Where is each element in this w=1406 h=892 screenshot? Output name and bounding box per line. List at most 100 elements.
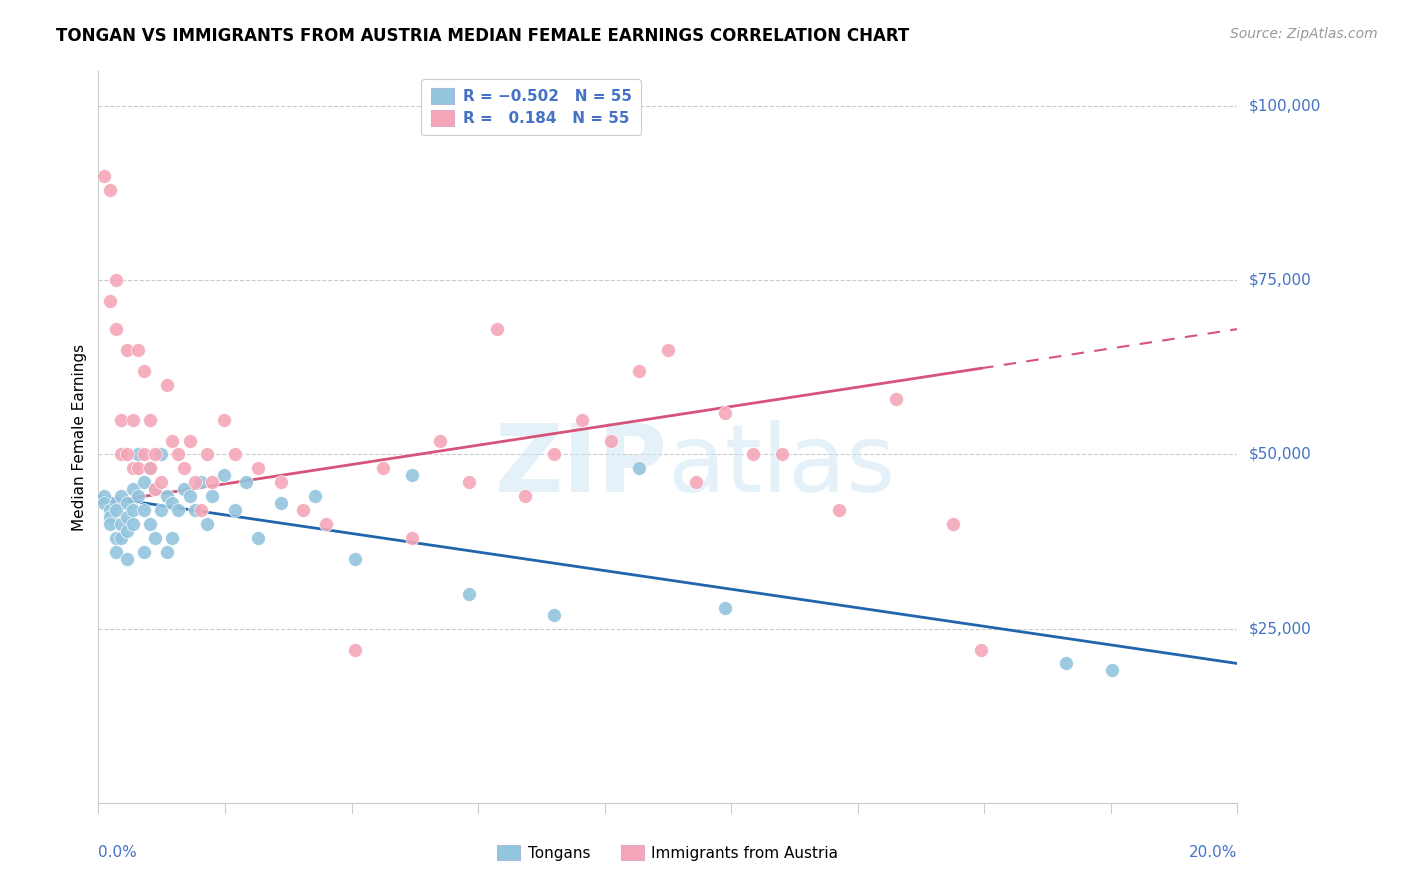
Point: [132, 545, 155, 559]
Point: [110, 412, 132, 426]
Point: [401, 531, 423, 545]
Point: [292, 503, 315, 517]
Point: [457, 475, 479, 490]
Point: [173, 483, 195, 497]
Y-axis label: Median Female Earnings: Median Female Earnings: [72, 343, 87, 531]
Point: [121, 503, 143, 517]
Text: $100,000: $100,000: [1249, 99, 1320, 113]
Point: [235, 475, 257, 490]
Point: [212, 468, 235, 483]
Point: [304, 489, 326, 503]
Text: $75,000: $75,000: [1249, 273, 1312, 288]
Point: [195, 517, 218, 532]
Point: [145, 531, 167, 545]
Point: [970, 642, 993, 657]
Point: [173, 461, 195, 475]
Point: [98, 517, 121, 532]
Point: [184, 503, 207, 517]
Point: [714, 600, 737, 615]
Point: [270, 475, 292, 490]
Legend: R = −0.502   N = 55, R =   0.184   N = 55: R = −0.502 N = 55, R = 0.184 N = 55: [422, 79, 641, 136]
Point: [127, 461, 149, 475]
Point: [190, 475, 212, 490]
Point: [543, 607, 565, 622]
Text: atlas: atlas: [668, 420, 896, 512]
Point: [884, 392, 907, 406]
Point: [145, 448, 167, 462]
Point: [600, 434, 623, 448]
Text: $25,000: $25,000: [1249, 621, 1312, 636]
Point: [145, 483, 167, 497]
Text: 20.0%: 20.0%: [1189, 845, 1237, 860]
Point: [315, 517, 337, 532]
Point: [685, 475, 707, 490]
Text: TONGAN VS IMMIGRANTS FROM AUSTRIA MEDIAN FEMALE EARNINGS CORRELATION CHART: TONGAN VS IMMIGRANTS FROM AUSTRIA MEDIAN…: [56, 27, 910, 45]
Point: [93, 489, 115, 503]
Point: [121, 412, 143, 426]
Point: [167, 503, 190, 517]
Point: [104, 531, 127, 545]
Point: [179, 434, 201, 448]
Point: [343, 642, 366, 657]
Point: [457, 587, 479, 601]
Point: [942, 517, 965, 532]
Point: [150, 448, 173, 462]
Point: [132, 364, 155, 378]
Point: [138, 461, 160, 475]
Point: [515, 489, 537, 503]
Point: [138, 412, 160, 426]
Point: [224, 448, 246, 462]
Point: [179, 489, 201, 503]
Point: [115, 510, 138, 524]
Text: 0.0%: 0.0%: [98, 845, 138, 860]
Point: [162, 496, 184, 510]
Point: [115, 552, 138, 566]
Point: [270, 496, 292, 510]
Point: [150, 475, 173, 490]
Point: [127, 343, 149, 357]
Point: [110, 517, 132, 532]
Point: [401, 468, 423, 483]
Point: [201, 489, 224, 503]
Point: [121, 461, 143, 475]
Point: [184, 475, 207, 490]
Point: [628, 364, 651, 378]
Point: [145, 483, 167, 497]
Text: ZIP: ZIP: [495, 420, 668, 512]
Point: [115, 343, 138, 357]
Point: [1101, 664, 1123, 678]
Point: [486, 322, 509, 336]
Point: [162, 434, 184, 448]
Point: [121, 517, 143, 532]
Point: [212, 412, 235, 426]
Point: [770, 448, 793, 462]
Point: [104, 503, 127, 517]
Text: $50,000: $50,000: [1249, 447, 1312, 462]
Point: [190, 503, 212, 517]
Point: [115, 496, 138, 510]
Point: [373, 461, 395, 475]
Point: [628, 461, 651, 475]
Point: [138, 517, 160, 532]
Point: [742, 448, 765, 462]
Point: [110, 489, 132, 503]
Point: [104, 322, 127, 336]
Point: [98, 183, 121, 197]
Point: [246, 461, 269, 475]
Point: [162, 531, 184, 545]
Point: [104, 496, 127, 510]
Point: [201, 475, 224, 490]
Point: [714, 406, 737, 420]
Point: [132, 448, 155, 462]
Point: [121, 483, 143, 497]
Point: [167, 448, 190, 462]
Point: [571, 412, 593, 426]
Point: [132, 503, 155, 517]
Point: [156, 545, 179, 559]
Point: [98, 294, 121, 309]
Point: [132, 475, 155, 490]
Point: [110, 448, 132, 462]
Point: [1056, 657, 1078, 671]
Point: [543, 448, 565, 462]
Point: [115, 448, 138, 462]
